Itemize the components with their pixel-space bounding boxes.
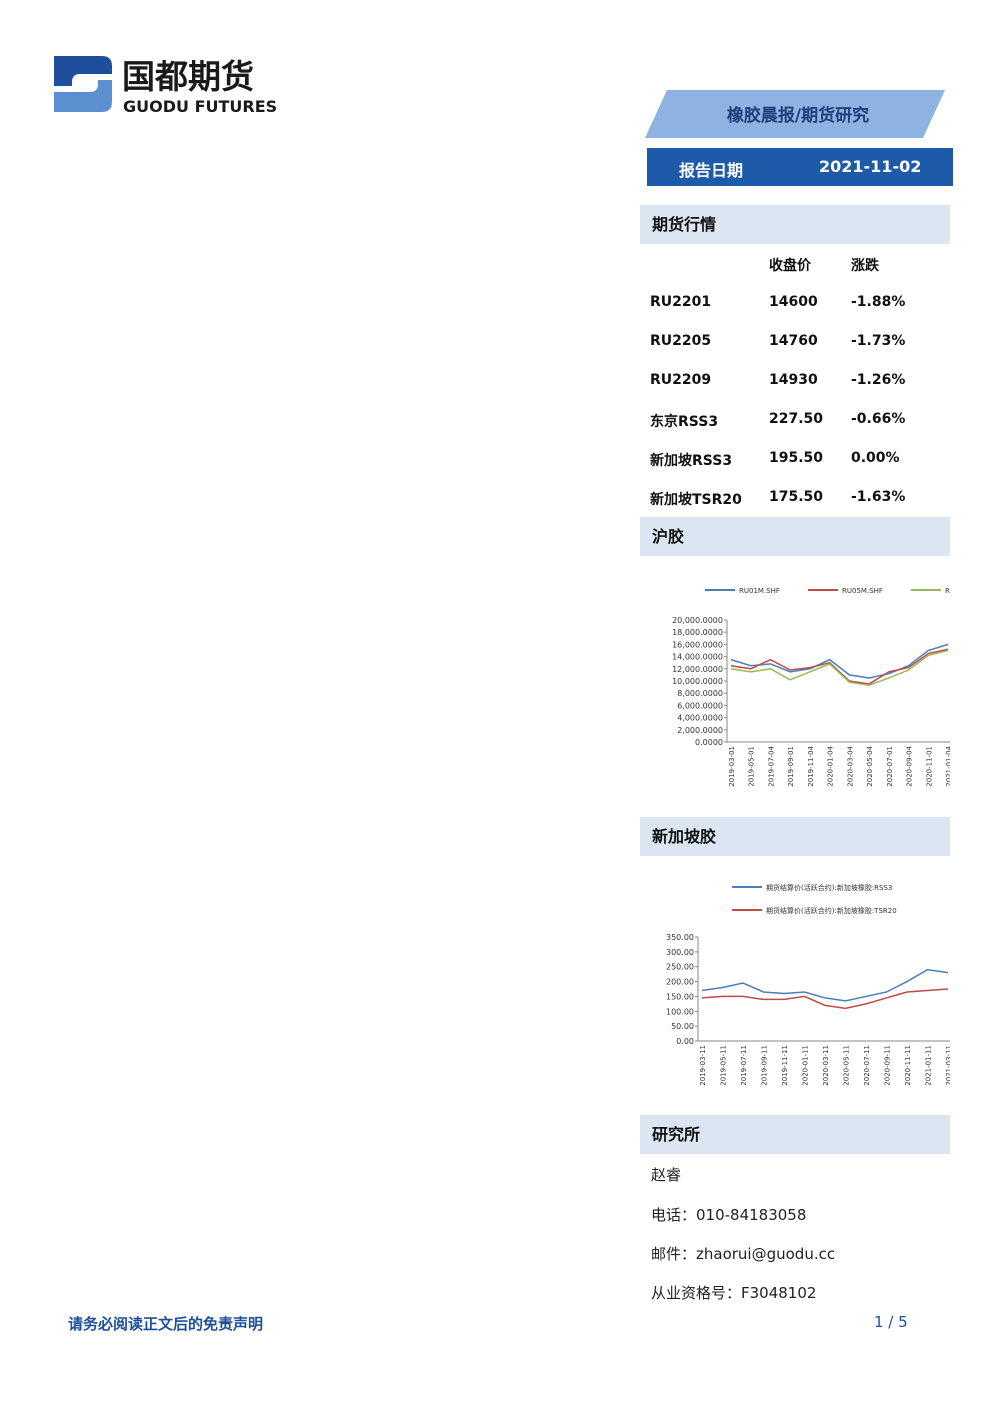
x-tick-label: 2020-09-11 (884, 1045, 892, 1086)
x-tick-label: 2020-09-04 (906, 745, 914, 786)
date: 2021-11-02 (819, 157, 922, 176)
close-price: 175.50 (769, 489, 824, 505)
data-line (701, 968, 949, 1002)
logo-cn: 国都期货 (122, 57, 254, 96)
section-header: 新加坡胶 (640, 817, 950, 856)
y-tick-label: 16,000.0000 (672, 640, 723, 649)
x-tick-label: 2021-01-04 (945, 745, 950, 786)
legend-label: RU01M.SHF (739, 587, 780, 595)
y-tick-label: 250.00 (666, 963, 694, 972)
close-price: 195.50 (769, 450, 824, 466)
section-header: 沪胶 (640, 517, 950, 556)
x-tick-label: 2020-03-04 (846, 745, 854, 786)
data-line (730, 649, 949, 687)
change: -1.26% (851, 372, 906, 388)
y-tick-label: 10,000.0000 (672, 677, 723, 686)
phone: 电话：010-84183058 (651, 1206, 807, 1224)
x-tick-label: 2019-03-11 (699, 1045, 707, 1086)
change: -0.66% (851, 411, 906, 427)
y-tick-label: 4,000.0000 (677, 714, 723, 723)
legend-label: R (945, 587, 950, 595)
y-tick-label: 0.0000 (695, 738, 723, 747)
x-tick-label: 2020-07-11 (863, 1045, 871, 1086)
section-header: 期货行情 (640, 205, 950, 244)
y-tick-label: 20,000.0000 (672, 616, 723, 625)
analyst-name: 赵睿 (651, 1166, 682, 1184)
x-tick-label: 2019-07-11 (740, 1045, 748, 1086)
chart: 0.0000 2,000.0000 4,000.0000 6,000.0000 8,00… (672, 587, 950, 787)
data-line (730, 648, 949, 685)
column-header: 收盘价 (769, 258, 811, 274)
x-tick-label: 2020-07-01 (886, 746, 894, 787)
change: -1.73% (851, 333, 906, 349)
y-tick-label: 6,000.0000 (677, 701, 723, 710)
contract: RU2205 (650, 333, 712, 349)
page-number: 1 / 5 (874, 1313, 908, 1331)
contract: 东京RSS3 (650, 414, 719, 430)
legend-label: 期货结算价(活跃合约):新加坡橡胶:RSS3 (766, 883, 892, 892)
y-tick-label: 200.00 (666, 978, 694, 987)
x-tick-label: 2020-01-04 (827, 745, 835, 786)
contract: 新加坡TSR20 (650, 492, 742, 508)
date-label: 报告日期 (679, 161, 744, 180)
y-tick-label: 150.00 (666, 992, 694, 1001)
y-tick-label: 2,000.0000 (677, 726, 723, 735)
x-tick-label: 2019-05-11 (720, 1045, 728, 1086)
x-tick-label: 2021-03-11 (945, 1045, 950, 1086)
date-bar: 报告日期 2021-11-02 (647, 148, 953, 186)
y-tick-label: 8,000.0000 (677, 689, 723, 698)
x-tick-label: 2019-07-04 (767, 745, 775, 786)
x-tick-label: 2020-11-01 (925, 746, 933, 787)
y-tick-label: 100.00 (666, 1007, 694, 1016)
x-tick-label: 2020-11-11 (904, 1045, 912, 1086)
close-price: 14600 (769, 294, 818, 310)
x-tick-label: 2019-09-11 (761, 1045, 769, 1086)
x-tick-label: 2020-05-11 (843, 1045, 851, 1086)
y-tick-label: 300.00 (666, 948, 694, 957)
y-tick-label: 18,000.0000 (672, 628, 723, 637)
y-tick-label: 12,000.0000 (672, 665, 723, 674)
email: 邮件：zhaorui@guodu.cc (651, 1245, 836, 1263)
x-tick-label: 2019-05-01 (748, 746, 756, 787)
change: -1.63% (851, 489, 906, 505)
chart: 0.00 50.00 100.00 150.00 200.00 250.00 300.00 3… (666, 883, 950, 1086)
logo-en: GUODU FUTURES (123, 97, 277, 116)
x-tick-label: 2020-05-04 (866, 745, 874, 786)
data-line (701, 988, 949, 1010)
contract: RU2201 (650, 294, 712, 310)
change: 0.00% (851, 450, 900, 466)
legend-label: 期货结算价(活跃合约):新加坡橡胶:TSR20 (766, 906, 897, 915)
close-price: 14760 (769, 333, 818, 349)
x-tick-label: 2019-09-01 (787, 746, 795, 787)
x-tick-label: 2020-01-11 (802, 1045, 810, 1086)
legend-label: RU05M.SHF (842, 587, 883, 595)
report-title: 橡胶晨报/期货研究 (727, 105, 869, 126)
report-banner: 橡胶晨报/期货研究 (645, 90, 945, 138)
y-tick-label: 350.00 (666, 933, 694, 942)
change: -1.88% (851, 294, 906, 310)
data-line (730, 643, 949, 679)
license: 从业资格号：F3048102 (651, 1284, 817, 1302)
x-tick-label: 2019-11-11 (781, 1045, 789, 1086)
y-tick-label: 14,000.0000 (672, 653, 723, 662)
logo: 国都期货 GUODU FUTURES (54, 56, 277, 116)
x-tick-label: 2020-03-11 (822, 1045, 830, 1086)
close-price: 227.50 (769, 411, 824, 427)
column-header: 涨跌 (851, 258, 879, 274)
contract: 新加坡RSS3 (650, 453, 733, 469)
x-tick-label: 2021-01-11 (925, 1045, 933, 1086)
contract: RU2209 (650, 372, 712, 388)
disclaimer: 请务必阅读正文后的免责声明 (68, 1315, 264, 1333)
y-tick-label: 0.00 (676, 1037, 694, 1046)
x-tick-label: 2019-11-04 (807, 745, 815, 786)
close-price: 14930 (769, 372, 818, 388)
x-tick-label: 2019-03-01 (728, 746, 736, 787)
section-header: 研究所 (640, 1115, 950, 1154)
y-tick-label: 50.00 (671, 1022, 694, 1031)
